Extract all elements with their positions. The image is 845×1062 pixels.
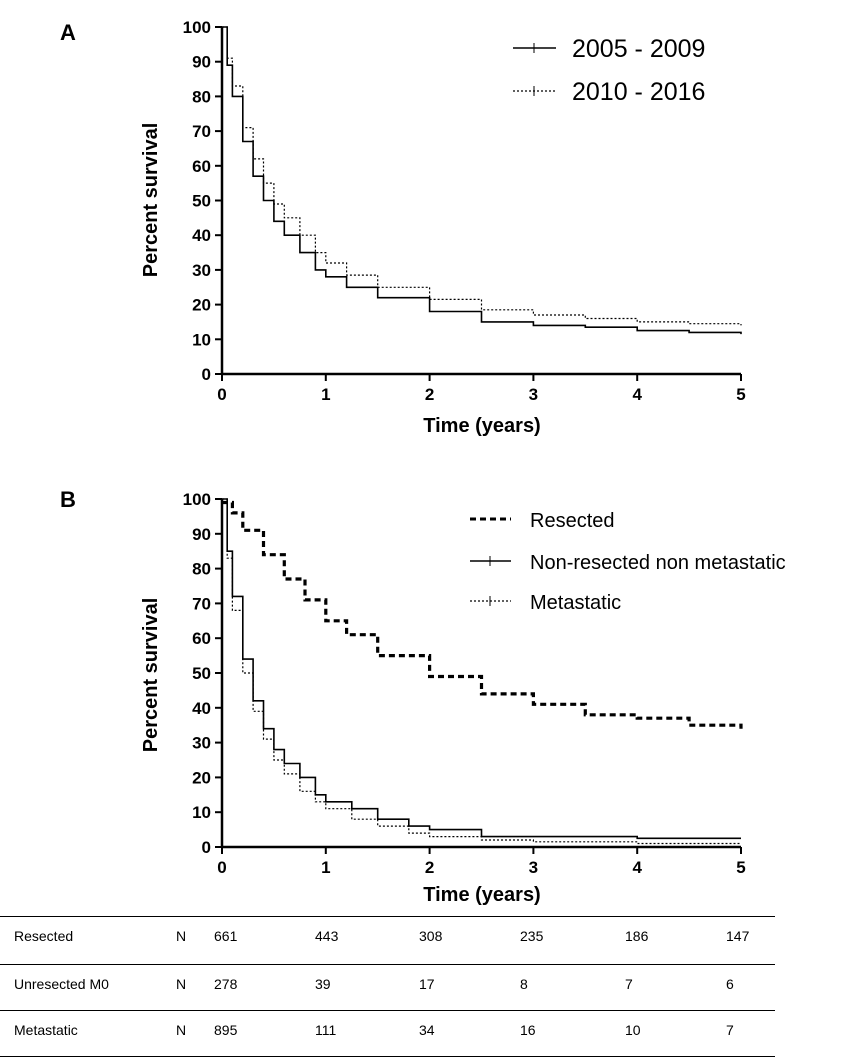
panel-b-y-tick-label: 50: [192, 664, 211, 683]
panel-a-y-axis-title: Percent survival: [140, 123, 162, 278]
table-cell: 6: [726, 976, 734, 992]
panel-a-y-tick-label: 10: [192, 330, 211, 349]
panel-b-series-line-3: [222, 498, 741, 845]
table-cell: 147: [726, 928, 750, 944]
legend-a-label-1: 2005 - 2009: [572, 35, 705, 63]
panel-a-x-tick-label: 3: [529, 385, 538, 404]
table-cell: 17: [419, 976, 435, 992]
table-row-n-label: N: [176, 976, 187, 992]
panel-b-letter: B: [60, 487, 76, 512]
table-cell: 661: [214, 928, 238, 944]
panel-a-x-axis-title: Time (years): [423, 415, 540, 437]
table-cell: 10: [625, 1022, 641, 1038]
panel-a-series: [222, 26, 742, 335]
table-cell: 34: [419, 1022, 435, 1038]
legend-b-label-2: Non-resected non metastatic: [530, 552, 786, 574]
table-cell: 235: [520, 928, 544, 944]
panel-b: B 0 10 20 30 40 50 60 70 80 90 100 0 1 2 3 4 5 Time (yea…: [60, 487, 786, 906]
panel-b-series-line-2: [222, 498, 741, 840]
panel-a-series-line-2: [222, 26, 742, 326]
panel-b-y-tick-label: 60: [192, 629, 211, 648]
legend-b-label-3: Metastatic: [530, 592, 621, 614]
panel-b-y-tick-label: 90: [192, 525, 211, 544]
table-cell: 7: [726, 1022, 734, 1038]
panel-a-y-tick-label: 90: [192, 53, 211, 72]
table-rule: [0, 1010, 775, 1011]
legend-a-item-1: 2005 - 2009: [513, 35, 705, 63]
table-cell: 16: [520, 1022, 536, 1038]
panel-b-y-axis-title: Percent survival: [140, 598, 162, 753]
panel-b-y-tick-label: 30: [192, 734, 211, 753]
panel-b-x-axis-title: Time (years): [423, 884, 540, 906]
panel-a-x-tick-label: 5: [736, 385, 745, 404]
panel-a-y-tick-label: 100: [183, 18, 211, 37]
panel-b-y-tick-label: 40: [192, 699, 211, 718]
risk-table: Resected N 661 443 308 235 186 147 Unres…: [0, 916, 775, 1062]
legend-b-item-2: Non-resected non metastatic: [470, 552, 786, 574]
table-row-group: Unresected M0: [14, 976, 109, 992]
table-cell: 278: [214, 976, 238, 992]
table-cell: 895: [214, 1022, 238, 1038]
panel-b-series-line-1: [222, 500, 743, 729]
table-cell: 7: [625, 976, 633, 992]
panel-b-x-tick-label: 5: [736, 858, 745, 877]
panel-b-series: [222, 498, 743, 845]
table-rule-bottom: [0, 1056, 775, 1057]
panel-b-x-tick-label: 1: [321, 858, 330, 877]
table-row-group: Resected: [14, 928, 74, 944]
panel-a-y-tick-label: 80: [192, 87, 211, 106]
legend-b-item-3: Metastatic: [470, 592, 621, 614]
panel-a-legend: 2005 - 2009 2010 - 2016: [513, 35, 705, 106]
table-cell: 186: [625, 928, 649, 944]
panel-a-x-tick-label: 2: [425, 385, 434, 404]
legend-b-label-1: Resected: [530, 510, 615, 532]
table-cell: 308: [419, 928, 443, 944]
panel-a-y-tick-label: 70: [192, 122, 211, 141]
panel-b-y-tick-label: 80: [192, 560, 211, 579]
panel-b-y-tick-label: 10: [192, 803, 211, 822]
panel-b-axes: 0 10 20 30 40 50 60 70 80 90 100 0 1 2 3 4 5: [183, 490, 746, 877]
table-cell: 8: [520, 976, 528, 992]
panel-a-letter: A: [60, 20, 76, 45]
legend-b-item-1: Resected: [470, 510, 615, 532]
table-row-group: Metastatic: [14, 1022, 78, 1038]
panel-b-x-tick-label: 0: [217, 858, 226, 877]
panel-b-y-tick-label: 20: [192, 768, 211, 787]
panel-b-y-tick-label: 0: [202, 838, 211, 857]
table-cell: 443: [315, 928, 339, 944]
panel-a-y-tick-label: 0: [202, 365, 211, 384]
legend-a-item-2: 2010 - 2016: [513, 78, 705, 106]
panel-a-x-tick-label: 4: [632, 385, 642, 404]
panel-a-y-tick-label: 40: [192, 226, 211, 245]
table-rule-top: [0, 916, 775, 917]
panel-b-y-tick-label: 100: [183, 490, 211, 509]
panel-b-x-tick-label: 2: [425, 858, 434, 877]
panel-a-x-tick-label: 0: [217, 385, 226, 404]
table-cell: 111: [315, 1022, 337, 1038]
panel-b-x-tick-label: 3: [529, 858, 538, 877]
panel-b-y-tick-label: 70: [192, 594, 211, 613]
panel-a-y-tick-label: 20: [192, 296, 211, 315]
panel-b-x-tick-label: 4: [632, 858, 642, 877]
panel-a-series-line-1: [222, 26, 742, 335]
panel-b-legend: Resected Non-resected non metastatic Met…: [470, 510, 786, 614]
panel-a-axes: 0 10 20 30 40 50 60 70 80 90 100 0 1 2 3 4 5: [183, 18, 746, 404]
panel-a-y-tick-label: 30: [192, 261, 211, 280]
table-rule: [0, 964, 775, 965]
panel-a-y-tick-label: 60: [192, 157, 211, 176]
table-row-n-label: N: [176, 928, 187, 944]
panel-a-y-tick-label: 50: [192, 192, 211, 211]
table-cell: 39: [315, 976, 331, 992]
legend-a-label-2: 2010 - 2016: [572, 78, 705, 106]
panel-a-x-tick-label: 1: [321, 385, 330, 404]
table-row-n-label: N: [176, 1022, 187, 1038]
panel-a: A 0 10 20 30 40 50 60 70 80 90 100 0 1 2 3 4 5 Time (yea…: [60, 18, 746, 437]
